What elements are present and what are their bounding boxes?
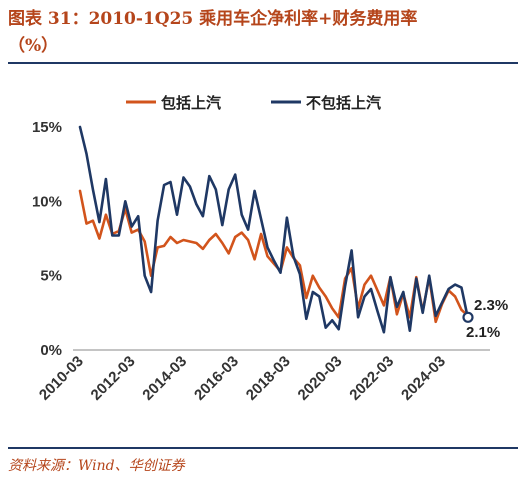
x-tick-label: 2010-03 xyxy=(36,353,87,404)
end-label-series-1: 2.3% xyxy=(474,297,508,314)
end-label-series-2: 2.1% xyxy=(466,324,500,341)
chart-title-line1: 图表 31：2010-1Q25 乘用车企净利率+财务费用率 xyxy=(8,9,418,29)
series-layer xyxy=(78,125,470,334)
series-line-1 xyxy=(78,189,470,324)
series-line-2 xyxy=(78,125,470,334)
legend-label-series-2: 不包括上汽 xyxy=(306,94,381,112)
x-tick-label: 2024-03 xyxy=(398,353,449,404)
y-axis: 0% 5% 10% 15% xyxy=(32,119,62,359)
legend-label-series-1: 包括上汽 xyxy=(161,94,221,112)
x-axis: 2010-03 2012-03 2014-03 2016-03 2018-03 2020-… xyxy=(36,353,449,404)
x-tick-label: 2018-03 xyxy=(243,353,294,404)
chart-title: 图表 31：2010-1Q25 乘用车企净利率+财务费用率 （%） xyxy=(8,6,518,60)
x-tick-label: 2014-03 xyxy=(139,353,190,404)
top-rule xyxy=(8,62,518,64)
x-tick-label: 2016-03 xyxy=(191,353,242,404)
x-tick-label: 2022-03 xyxy=(346,353,397,404)
y-tick-label: 5% xyxy=(40,268,62,285)
chart-title-line2: （%） xyxy=(8,36,59,56)
x-tick-label: 2020-03 xyxy=(295,353,346,404)
end-point-marker xyxy=(462,311,474,323)
y-tick-label: 10% xyxy=(32,193,62,210)
y-tick-label: 0% xyxy=(40,342,62,359)
legend: 包括上汽 不包括上汽 xyxy=(126,94,381,112)
source-note: 资料来源：Wind、华创证券 xyxy=(8,458,185,474)
end-markers: 2.3% 2.1% xyxy=(462,297,508,341)
y-tick-label: 15% xyxy=(32,119,62,136)
bottom-rule xyxy=(8,447,518,449)
x-tick-label: 2012-03 xyxy=(88,353,139,404)
